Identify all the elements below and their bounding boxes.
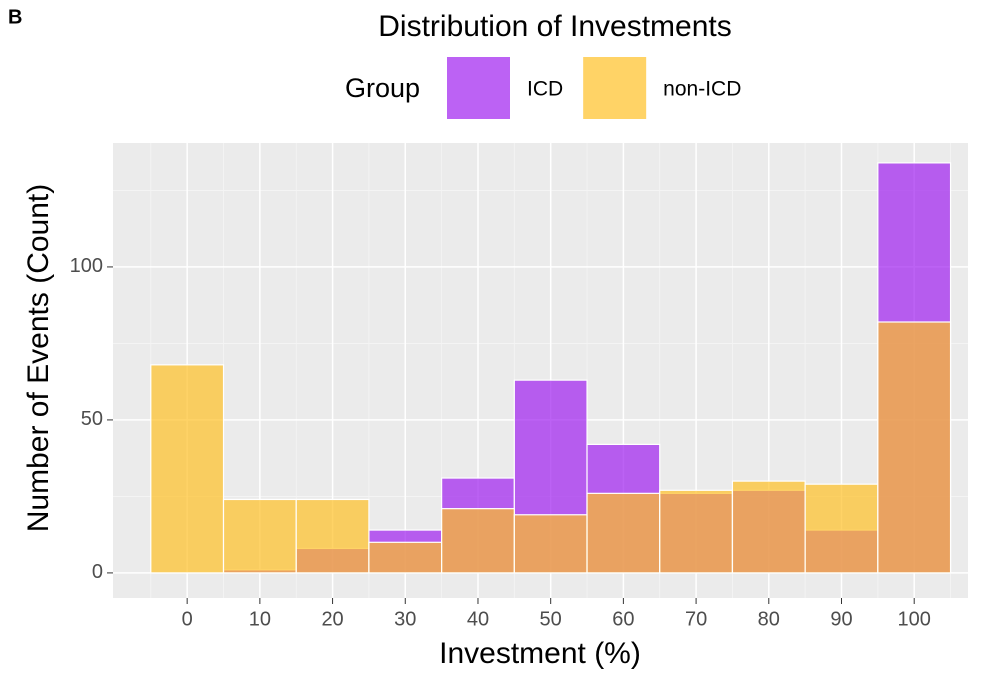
legend-label: ICD bbox=[527, 78, 563, 101]
y-tick-label: 50 bbox=[81, 408, 103, 430]
x-axis-title: Investment (%) bbox=[439, 637, 641, 670]
bar bbox=[659, 489, 734, 574]
bar bbox=[222, 498, 297, 574]
bar bbox=[513, 514, 588, 574]
x-tick-label: 0 bbox=[182, 608, 193, 630]
bar bbox=[731, 480, 806, 574]
x-tick-label: 10 bbox=[249, 608, 271, 630]
y-tick-label: 100 bbox=[70, 255, 103, 277]
x-tick-label: 90 bbox=[830, 608, 852, 630]
x-tick-label: 60 bbox=[612, 608, 634, 630]
x-tick-label: 40 bbox=[467, 608, 489, 630]
x-tick-label: 70 bbox=[685, 608, 707, 630]
bar bbox=[877, 321, 952, 574]
x-tick-label: 30 bbox=[394, 608, 416, 630]
bar bbox=[586, 492, 661, 574]
x-tick-label: 80 bbox=[758, 608, 780, 630]
panel-label: B bbox=[8, 6, 22, 28]
chart-title: Distribution of Investments bbox=[378, 10, 731, 43]
bar bbox=[368, 541, 443, 574]
legend-title: Group bbox=[345, 73, 420, 103]
legend-swatch bbox=[447, 57, 510, 119]
bar bbox=[295, 498, 370, 574]
x-tick-label: 50 bbox=[540, 608, 562, 630]
x-tick-label: 20 bbox=[321, 608, 343, 630]
legend-label: non-ICD bbox=[663, 78, 741, 101]
y-axis-title: Number of Events (Count) bbox=[22, 184, 55, 532]
bar bbox=[150, 364, 225, 574]
legend-swatch bbox=[583, 57, 647, 119]
y-tick-label: 0 bbox=[92, 561, 103, 583]
bar bbox=[804, 483, 879, 574]
bar bbox=[441, 508, 515, 574]
x-tick-label: 100 bbox=[898, 608, 931, 630]
